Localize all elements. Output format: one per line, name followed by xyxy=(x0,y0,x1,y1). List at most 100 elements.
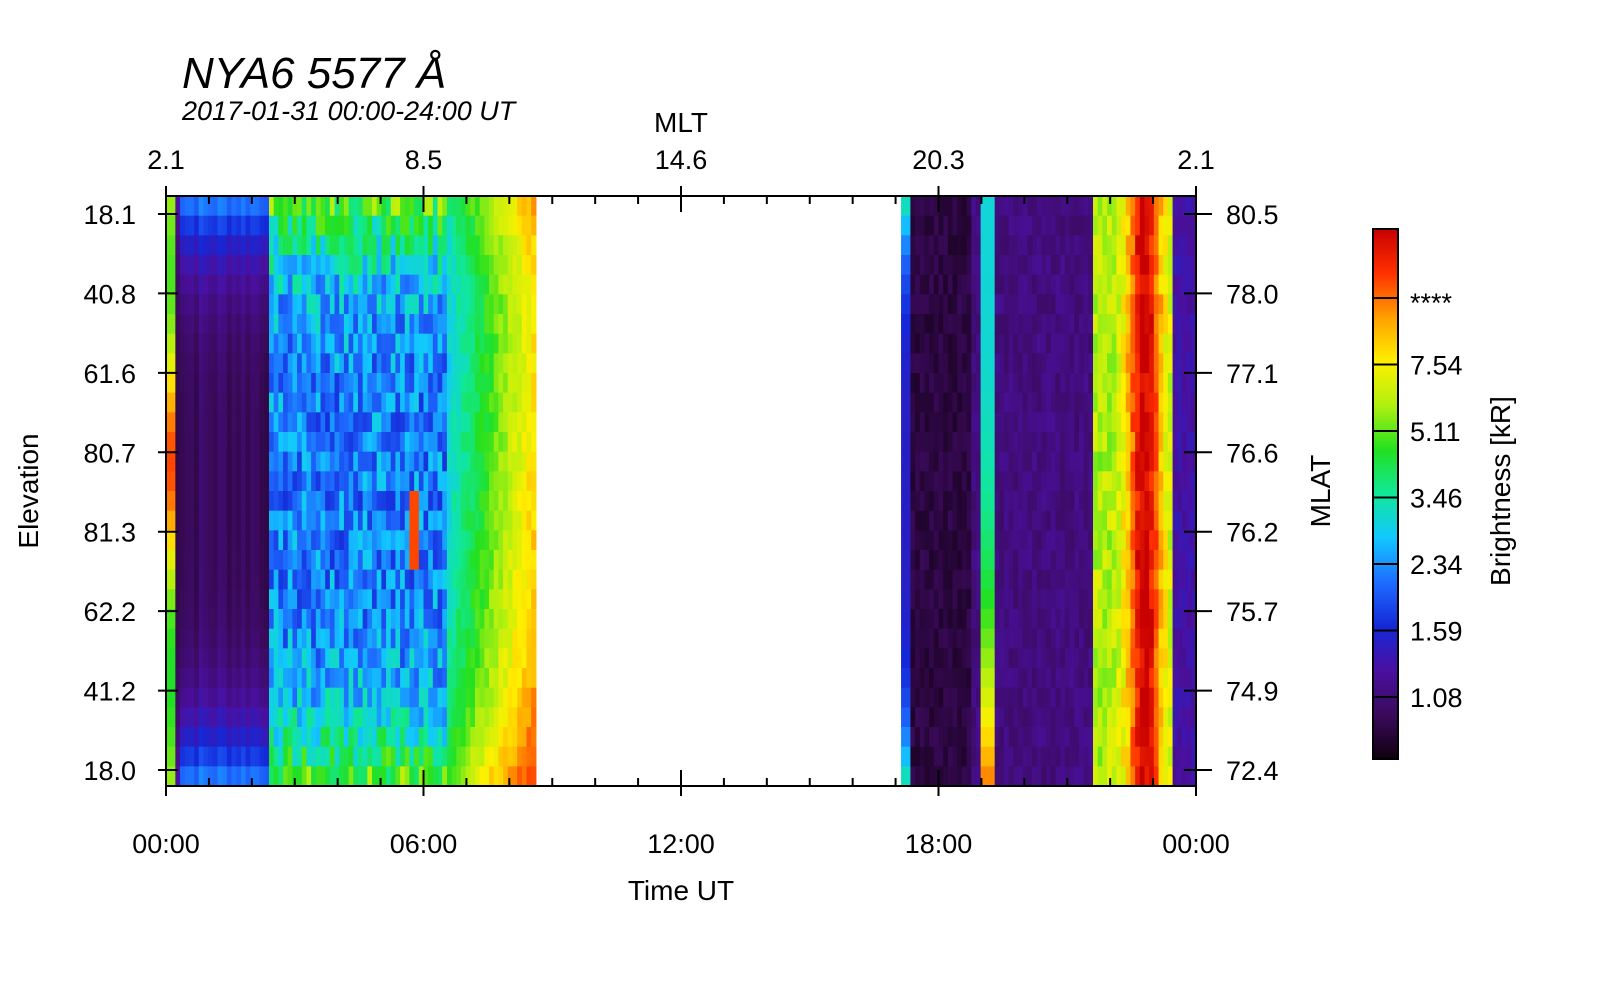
heatmap-cell xyxy=(292,294,298,315)
heatmap-cell xyxy=(975,432,982,453)
heatmap-cell xyxy=(1093,766,1099,787)
heatmap-cell xyxy=(278,746,284,767)
heatmap-cell xyxy=(1163,451,1169,472)
heatmap-cell xyxy=(334,510,340,531)
heatmap-cell xyxy=(1107,274,1113,295)
heatmap-cell xyxy=(189,746,195,767)
heatmap-cell xyxy=(1135,589,1141,610)
heatmap-cell xyxy=(1083,609,1089,630)
heatmap-cell xyxy=(905,353,912,374)
heatmap-cell xyxy=(236,294,242,315)
heatmap-cell xyxy=(1130,294,1136,315)
heatmap-cell xyxy=(1186,373,1192,394)
heatmap-cell xyxy=(1022,491,1029,512)
heatmap-cell xyxy=(1093,432,1099,453)
heatmap-cell xyxy=(470,668,476,689)
heatmap-cell xyxy=(966,766,972,787)
heatmap-cell xyxy=(283,510,289,531)
heatmap-cell xyxy=(362,648,368,669)
heatmap-cell xyxy=(924,353,930,374)
heatmap-cell xyxy=(1158,235,1164,256)
heatmap-cell xyxy=(1083,746,1089,767)
heatmap-cell xyxy=(1074,589,1080,610)
heatmap-cell xyxy=(315,353,322,374)
heatmap-cell xyxy=(905,609,912,630)
heatmap-cell xyxy=(1088,333,1094,354)
heatmap-cell xyxy=(905,451,912,472)
heatmap-cell xyxy=(1060,392,1066,413)
heatmap-cell xyxy=(980,412,986,433)
heatmap-cell xyxy=(512,550,518,571)
heatmap-cell xyxy=(512,255,518,276)
heatmap-cell xyxy=(250,746,256,767)
heatmap-cell xyxy=(1093,707,1099,728)
heatmap-cell xyxy=(269,746,275,767)
heatmap-cell xyxy=(901,550,907,571)
heatmap-cell xyxy=(189,550,195,571)
heatmap-cell xyxy=(915,668,921,689)
heatmap-cell xyxy=(929,471,935,492)
heatmap-cell xyxy=(1041,648,1047,669)
heatmap-cell xyxy=(1111,274,1118,295)
heatmap-cell xyxy=(1149,491,1155,512)
heatmap-cell xyxy=(1041,314,1047,335)
heatmap-cell xyxy=(933,314,940,335)
heatmap-cell xyxy=(166,746,172,767)
heatmap-cell xyxy=(367,530,373,551)
heatmap-cell xyxy=(938,255,944,276)
heatmap-cell xyxy=(475,510,481,531)
heatmap-cell xyxy=(943,235,949,256)
heatmap-cell xyxy=(194,589,200,610)
heatmap-cell xyxy=(264,412,270,433)
heatmap-cell xyxy=(432,668,439,689)
heatmap-cell xyxy=(933,550,940,571)
heatmap-cell xyxy=(264,746,270,767)
heatmap-cell xyxy=(915,727,921,748)
heatmap-cell xyxy=(320,235,326,256)
heatmap-cell xyxy=(999,412,1005,433)
heatmap-cell xyxy=(905,687,912,708)
heatmap-cell xyxy=(1046,215,1052,236)
heatmap-cell xyxy=(484,373,490,394)
heatmap-cell xyxy=(1097,609,1103,630)
heatmap-cell xyxy=(409,412,415,433)
heatmap-cell xyxy=(475,392,481,413)
heatmap-cell xyxy=(446,687,453,708)
heatmap-cell xyxy=(1018,294,1024,315)
heatmap-cell xyxy=(166,628,172,649)
heatmap-cell xyxy=(180,766,186,787)
heatmap-cell xyxy=(451,294,457,315)
heatmap-cell xyxy=(180,432,186,453)
heatmap-cell xyxy=(170,392,176,413)
heatmap-cell xyxy=(287,491,294,512)
heatmap-cell xyxy=(287,412,294,433)
heatmap-cell xyxy=(362,412,368,433)
heatmap-cell xyxy=(456,491,462,512)
heatmap-cell xyxy=(521,550,528,571)
heatmap-cell xyxy=(1036,510,1043,531)
heatmap-cell xyxy=(1139,766,1146,787)
heatmap-cell xyxy=(1163,196,1169,217)
heatmap-cell xyxy=(1135,432,1141,453)
top-axis-label: MLT xyxy=(654,107,708,138)
heatmap-cell xyxy=(1139,294,1146,315)
heatmap-cell xyxy=(423,589,429,610)
heatmap-cell xyxy=(1158,373,1164,394)
heatmap-cell xyxy=(1139,314,1146,335)
heatmap-cell xyxy=(367,333,373,354)
heatmap-cell xyxy=(1083,432,1089,453)
heatmap-cell xyxy=(414,215,420,236)
heatmap-cell xyxy=(381,392,387,413)
heatmap-cell xyxy=(180,530,186,551)
heatmap-cell xyxy=(409,530,415,551)
heatmap-cell xyxy=(184,648,191,669)
heatmap-cell xyxy=(273,274,279,295)
heatmap-cell xyxy=(306,274,312,295)
heatmap-cell xyxy=(428,392,434,413)
heatmap-cell xyxy=(1088,274,1094,295)
heatmap-cell xyxy=(245,471,251,492)
heatmap-cell xyxy=(339,432,345,453)
heatmap-cell xyxy=(475,294,481,315)
heatmap-cell xyxy=(423,530,429,551)
heatmap-cell xyxy=(1116,668,1122,689)
